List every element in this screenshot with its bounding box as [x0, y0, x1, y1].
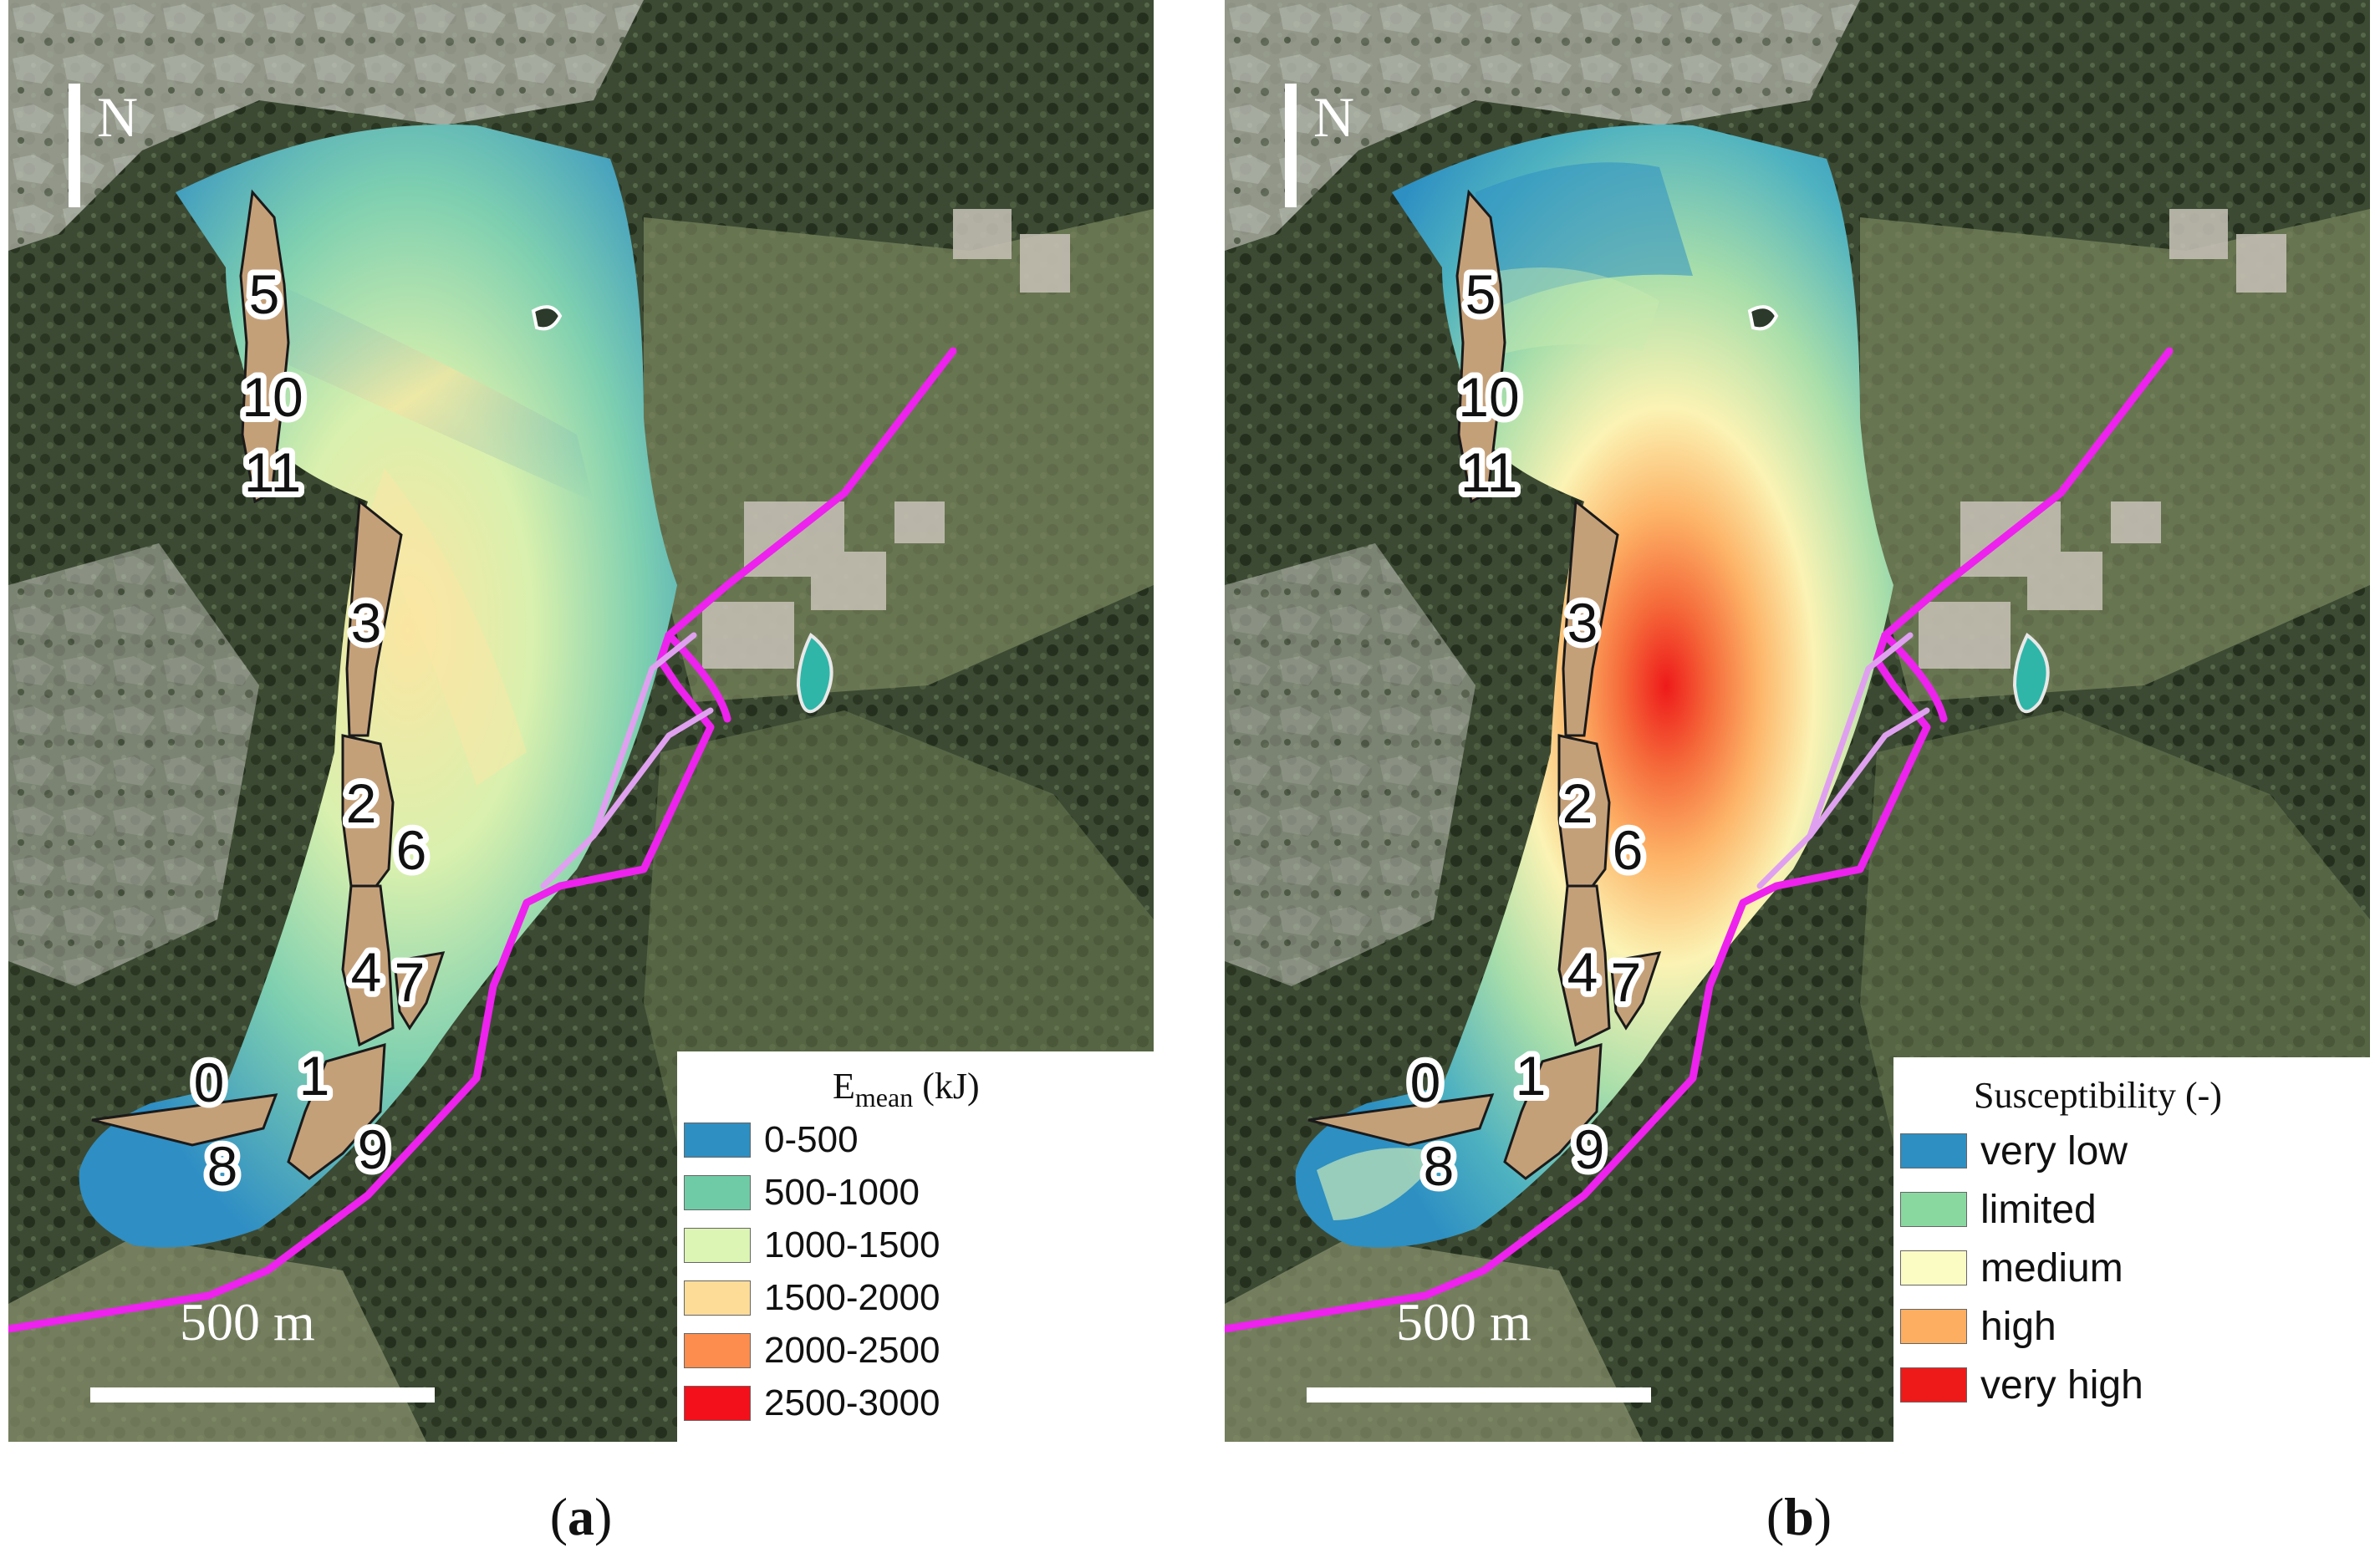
- legend-label: 500-1000: [764, 1172, 920, 1213]
- legend-swatch: [1900, 1192, 1967, 1227]
- zone-label-1: 1: [1516, 1045, 1547, 1107]
- track-path: [1756, 707, 1930, 889]
- legend-swatch: [1900, 1309, 1967, 1344]
- legend-title: Susceptibility (-): [1974, 1075, 2222, 1116]
- legend-b: Susceptibility (-) very low limited medi…: [1893, 1057, 2370, 1442]
- zone-label-8: 8: [1424, 1135, 1455, 1197]
- zone-label-4: 4: [1567, 941, 1598, 1003]
- zone-label-7: 7: [1611, 951, 1642, 1013]
- legend-swatch: [1900, 1367, 1967, 1403]
- legend-swatch: [684, 1175, 751, 1210]
- legend-swatch: [684, 1386, 751, 1421]
- legend-item: very low: [1900, 1129, 2128, 1173]
- source-areas: [1307, 189, 1662, 1180]
- zone-label-11: 11: [244, 441, 302, 503]
- pond: [2012, 632, 2050, 714]
- legend-label: 2000-2500: [764, 1330, 940, 1371]
- zone-label-9: 9: [1574, 1118, 1605, 1180]
- zone-label-0: 0: [194, 1051, 225, 1113]
- road-path: [1225, 347, 2174, 1333]
- zone-label-4: 4: [351, 941, 382, 1003]
- zone-label-8: 8: [207, 1135, 238, 1197]
- legend-swatch: [1900, 1250, 1967, 1285]
- north-label: N: [97, 85, 139, 149]
- legend-item: medium: [1900, 1246, 2123, 1291]
- scale-bar: [1307, 1387, 1651, 1403]
- legend-item: 1000-1500: [684, 1224, 940, 1265]
- legend-item: 2500-3000: [684, 1382, 940, 1423]
- zone-labels-b: 5 10 11 3 2 6 4 7 1 0 8 9: [1404, 257, 1649, 1203]
- zone-label-2: 2: [346, 772, 377, 834]
- zone-label-5: 5: [249, 263, 280, 325]
- zone-label-3: 3: [351, 592, 382, 654]
- legend-swatch: [684, 1280, 751, 1316]
- legend-label: 2500-3000: [764, 1382, 940, 1423]
- legend-item: 2000-2500: [684, 1330, 940, 1371]
- zone-label-0: 0: [1410, 1051, 1441, 1113]
- zone-label-9: 9: [358, 1118, 389, 1180]
- map-panel-b: N 5 10 11 3 2 6 4 7 1 0 8 9 500 m Suscep…: [1225, 0, 2370, 1442]
- legend-item: 1500-2000: [684, 1277, 940, 1318]
- north-label: N: [1313, 85, 1355, 149]
- zone-label-10: 10: [242, 366, 303, 428]
- legend-title: Emean (kJ): [833, 1066, 980, 1112]
- scale-bar: [90, 1387, 435, 1403]
- zone-label-3: 3: [1567, 592, 1598, 654]
- legend-label: very high: [1980, 1362, 2143, 1408]
- legend-label: 0-500: [764, 1119, 859, 1160]
- zone-label-6: 6: [1613, 819, 1644, 881]
- legend-swatch: [684, 1123, 751, 1158]
- legend-swatch: [684, 1333, 751, 1368]
- caption-b: (b): [1766, 1487, 1832, 1546]
- legend-item: very high: [1900, 1363, 2143, 1408]
- zone-label-6: 6: [396, 819, 427, 881]
- energy-raster: [79, 125, 677, 1248]
- susceptibility-raster: [1295, 125, 1893, 1248]
- track-path: [540, 707, 714, 889]
- map-panel-a: N 5 10 11 3 2 6 4 7 1 0 8 9 500 m Emean …: [8, 0, 1154, 1442]
- legend-label: 1500-2000: [764, 1277, 940, 1318]
- zone-label-2: 2: [1562, 772, 1593, 834]
- legend-label: high: [1980, 1304, 2056, 1349]
- legend-item: 500-1000: [684, 1172, 920, 1213]
- source-areas: [91, 189, 446, 1180]
- scale-label: 500 m: [1396, 1292, 1532, 1352]
- road-path: [8, 347, 957, 1333]
- scale-label: 500 m: [180, 1292, 315, 1352]
- pond: [796, 632, 833, 714]
- zone-label-11: 11: [1460, 441, 1518, 503]
- legend-item: high: [1900, 1305, 2056, 1349]
- legend-label: limited: [1980, 1187, 2097, 1232]
- north-arrow-icon: [69, 84, 80, 207]
- zone-label-5: 5: [1465, 263, 1496, 325]
- north-arrow-icon: [1285, 84, 1297, 207]
- legend-label: very low: [1980, 1128, 2128, 1173]
- zone-labels-a: 5 10 11 3 2 6 4 7 1 0 8 9: [188, 257, 433, 1203]
- legend-a: Emean (kJ) 0-500 500-1000 1000-1500 1500…: [677, 1051, 1154, 1442]
- legend-label: 1000-1500: [764, 1224, 940, 1265]
- zone-label-7: 7: [395, 951, 426, 1013]
- legend-swatch: [1900, 1133, 1967, 1168]
- legend-label: medium: [1980, 1245, 2123, 1291]
- legend-swatch: [684, 1228, 751, 1263]
- legend-item: 0-500: [684, 1119, 859, 1160]
- zone-label-10: 10: [1458, 366, 1519, 428]
- caption-a: (a): [549, 1487, 613, 1546]
- zone-label-1: 1: [299, 1045, 330, 1107]
- legend-item: limited: [1900, 1188, 2097, 1232]
